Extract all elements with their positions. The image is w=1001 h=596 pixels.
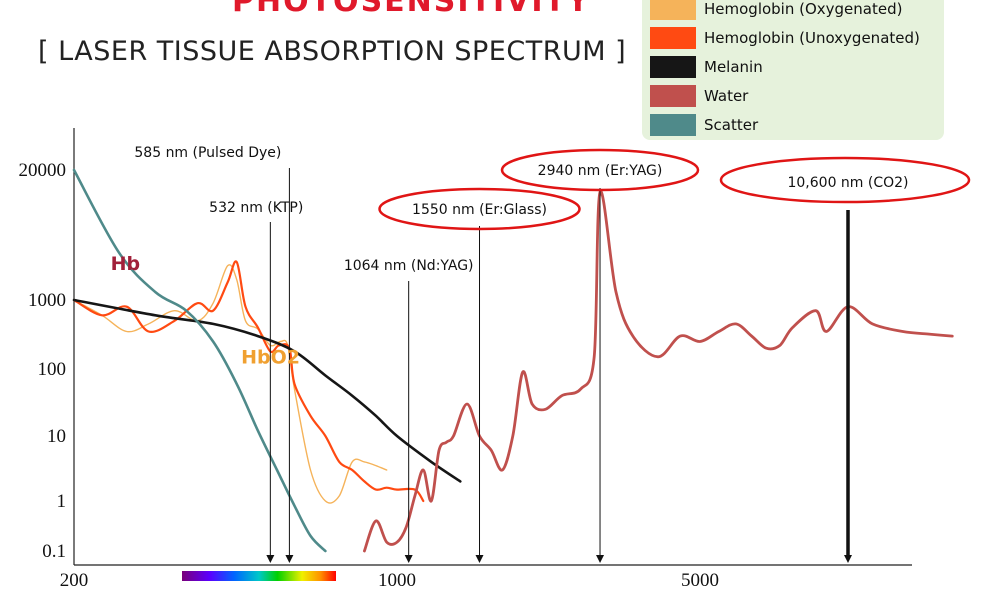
series-line-water	[363, 190, 954, 553]
legend-swatch	[650, 0, 696, 20]
annotation-arrowhead	[596, 555, 605, 563]
y-tick-label: 100	[38, 359, 67, 380]
page-top-title: PHOTOSENSITIVITY	[232, 0, 591, 19]
annotation-label: 1550 nm (Er:Glass)	[412, 202, 547, 218]
annotation-label: 2940 nm (Er:YAG)	[538, 163, 663, 179]
legend: Hemoglobin (Oxygenated) Hemoglobin (Unox…	[642, 0, 944, 140]
legend-swatch	[650, 56, 696, 78]
annotation-2940-nm-er-yag: 2940 nm (Er:YAG)	[500, 148, 700, 563]
annotation-label: 585 nm (Pulsed Dye)	[134, 145, 281, 161]
annotation-1550-nm-er-glass: 1550 nm (Er:Glass)	[378, 187, 581, 563]
annotation-arrowhead	[285, 555, 294, 563]
annotation-label: 532 nm (KTP)	[209, 200, 303, 216]
annotation-arrowhead	[404, 555, 413, 563]
y-tick-label: 0.1	[42, 541, 66, 562]
legend-swatch	[650, 114, 696, 136]
curve-label-hb: Hb	[111, 253, 141, 275]
visible-spectrum-bar	[182, 571, 336, 581]
legend-label: Melanin	[704, 58, 763, 76]
y-tick-label: 20000	[19, 160, 67, 181]
x-tick-label: 5000	[681, 570, 719, 591]
x-tick-label: 200	[60, 570, 89, 591]
annotation-label: 10,600 nm (CO2)	[787, 175, 908, 191]
legend-label: Water	[704, 87, 749, 105]
legend-label: Scatter	[704, 116, 759, 134]
x-tick-label: 1000	[378, 570, 416, 591]
series-line-melanin	[72, 298, 462, 483]
y-tick-label: 10	[47, 426, 66, 447]
legend-swatch	[650, 85, 696, 107]
annotation-arrowhead	[266, 555, 275, 563]
annotation-10-600-nm-co2: 10,600 nm (CO2)	[719, 156, 971, 563]
annotation-arrowhead	[844, 555, 852, 563]
y-tick-label: 1000	[28, 290, 66, 311]
annotation-585-nm-pulsed-dye: 585 nm (Pulsed Dye)	[134, 145, 294, 563]
annotation-1064-nm-nd-yag: 1064 nm (Nd:YAG)	[344, 258, 474, 563]
chart-title: [ LASER TISSUE ABSORPTION SPECTRUM ]	[38, 36, 627, 67]
annotation-label: 1064 nm (Nd:YAG)	[344, 258, 474, 274]
annotation-532-nm-ktp: 532 nm (KTP)	[209, 200, 303, 563]
annotation-highlight-ellipse	[719, 156, 971, 204]
series-line-hemoglobin-oxygenated	[73, 264, 388, 504]
annotation-highlight-ellipse	[378, 187, 581, 231]
annotation-arrowhead	[475, 555, 484, 563]
legend-swatch	[650, 27, 696, 49]
legend-label: Hemoglobin (Oxygenated)	[704, 0, 903, 18]
annotation-highlight-ellipse	[500, 148, 700, 192]
curve-label-hbo2: HbO2	[241, 347, 300, 369]
legend-label: Hemoglobin (Unoxygenated)	[704, 29, 920, 47]
y-tick-label: 1	[57, 491, 67, 512]
series-line-hemoglobin-unoxygenated	[72, 260, 425, 503]
series-line-scatter	[72, 168, 327, 553]
